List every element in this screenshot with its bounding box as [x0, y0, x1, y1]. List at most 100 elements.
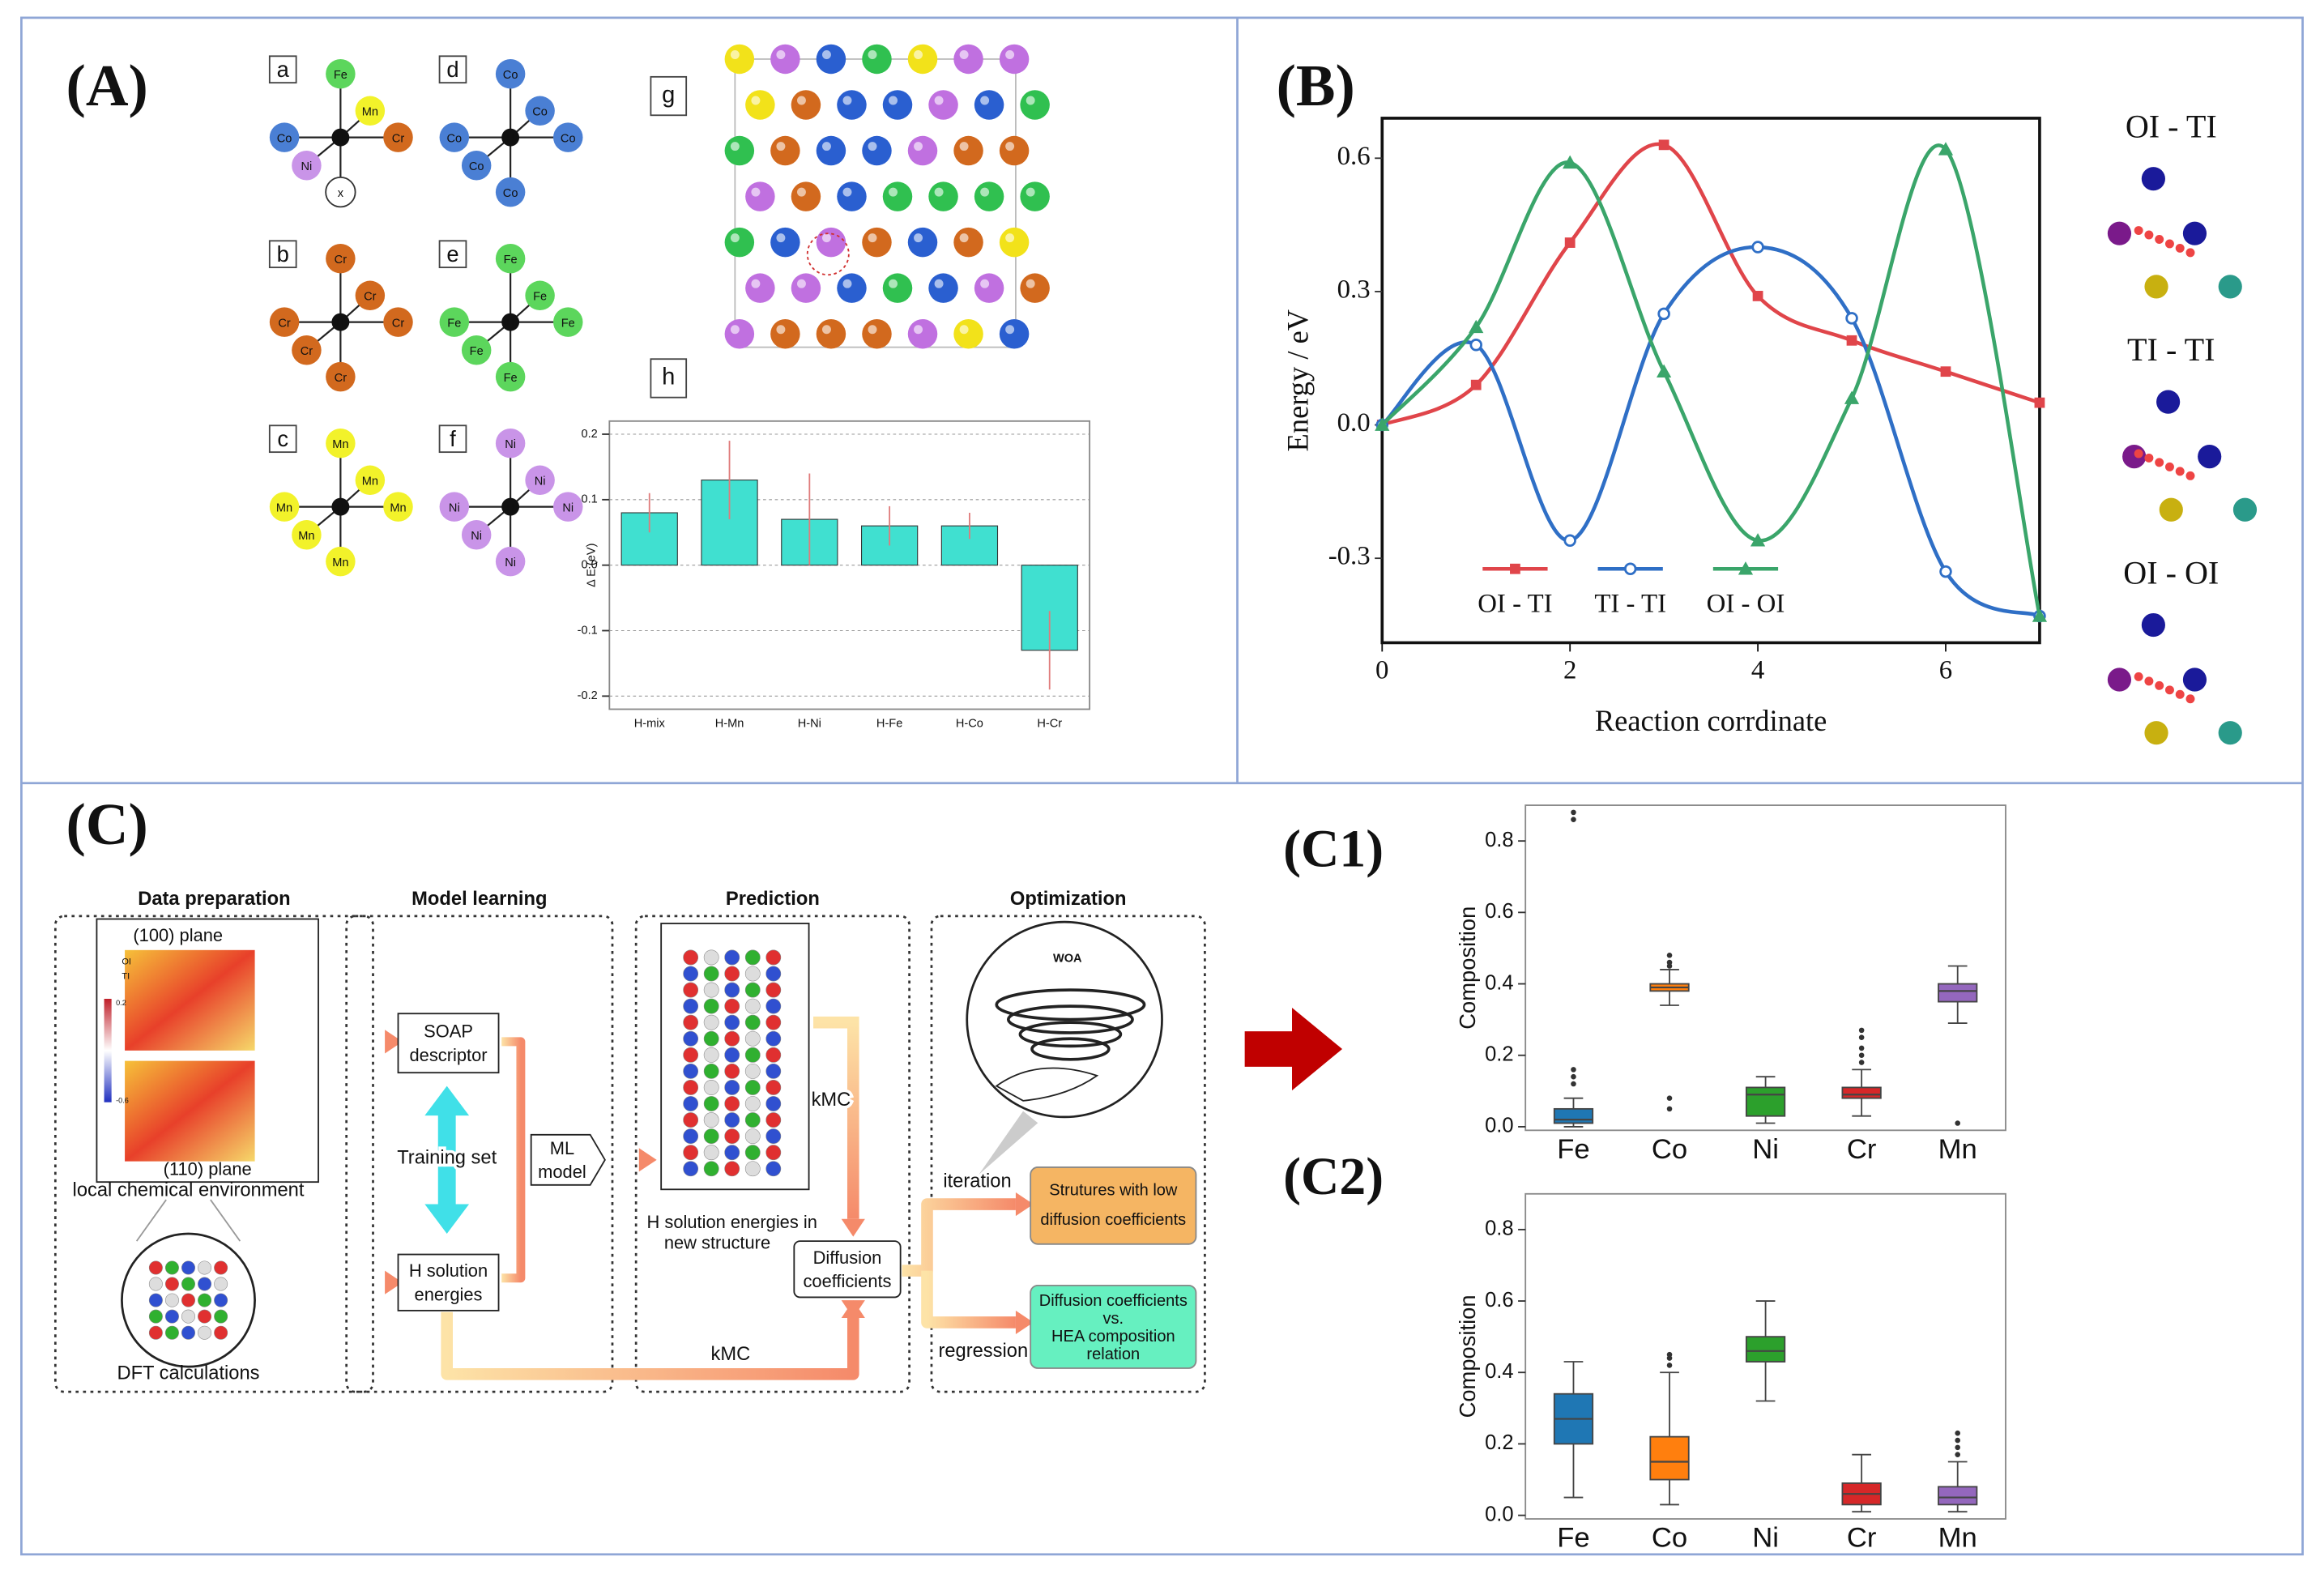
stage-box: [634, 915, 910, 1393]
atom-highlight: [889, 187, 898, 197]
atom: [724, 949, 740, 966]
crystal-atom: [862, 318, 892, 349]
spiral: [1018, 1021, 1123, 1048]
x-tick-label: 6: [1939, 655, 1952, 685]
plot-frame: [1524, 1192, 2006, 1520]
outlier: [1571, 817, 1576, 822]
atom: [2182, 667, 2207, 692]
outlier: [1955, 1430, 1960, 1436]
x-tick-label: H-Ni: [798, 718, 821, 731]
atom: [703, 1014, 719, 1030]
atom: [683, 1096, 699, 1111]
dft-atom: [148, 1277, 163, 1291]
crystal-atom: [724, 135, 755, 166]
atom: [744, 1145, 761, 1161]
atom-highlight: [934, 279, 944, 288]
atom-highlight: [980, 279, 990, 288]
atom: [765, 998, 782, 1014]
atom: [765, 1047, 782, 1063]
marker: [1938, 142, 1954, 156]
atom-highlight: [730, 50, 740, 59]
atom: [2141, 612, 2165, 638]
atom-highlight: [776, 325, 786, 335]
atom: [553, 307, 583, 337]
y-tick-label: 0.4: [1485, 1360, 1513, 1383]
dft-atom: [181, 1293, 195, 1307]
box-text: Diffusion: [813, 1247, 882, 1268]
atom: [683, 982, 699, 998]
atom: [683, 1063, 699, 1079]
atom: [744, 982, 761, 998]
atom: [683, 1161, 699, 1177]
crystal-atom: [999, 44, 1030, 75]
atom-label: Fe: [447, 317, 461, 330]
marker: [1752, 291, 1763, 301]
h-atom: [331, 313, 350, 331]
atom: [2159, 497, 2183, 522]
atom: [744, 1047, 761, 1063]
whale: [995, 1067, 1099, 1102]
structure-letter: e: [446, 241, 458, 267]
caption: iteration: [943, 1171, 1011, 1192]
arrow-head: [841, 1218, 865, 1237]
atom: [461, 520, 492, 550]
atom-label: Ni: [505, 438, 516, 451]
y-tick-label: 0.8: [1485, 1218, 1513, 1240]
h-path: [2164, 239, 2174, 249]
atom: [724, 1080, 740, 1095]
outlier: [1858, 1034, 1865, 1040]
x-tick-label: Fe: [1557, 1134, 1589, 1165]
x-tick-label: H-mix: [634, 718, 666, 731]
atom-label: Mn: [332, 438, 348, 451]
h-path: [2155, 680, 2164, 690]
caption: local chemical environment: [73, 1179, 305, 1201]
atom-highlight: [751, 187, 761, 197]
h-path: [2144, 676, 2154, 686]
dft-atom: [148, 1260, 163, 1275]
marker: [1844, 390, 1860, 404]
marker: [1940, 366, 1951, 377]
plot-frame: [1380, 117, 2041, 645]
x-tick-label: Cr: [1847, 1134, 1877, 1165]
atom: [703, 982, 719, 998]
atom: [2107, 667, 2132, 692]
atom: [326, 58, 356, 89]
h-site: [806, 232, 850, 276]
atom-label: Co: [446, 132, 462, 145]
atom: [2232, 497, 2258, 522]
outlier: [1666, 1363, 1673, 1368]
atom: [765, 1112, 782, 1128]
atom: [355, 96, 386, 126]
h-path: [2155, 458, 2164, 467]
atom: [724, 1112, 740, 1128]
marker: [1750, 533, 1766, 547]
crystal-atom: [907, 318, 938, 349]
stage-box: [930, 915, 1206, 1393]
h-path: [2175, 243, 2185, 253]
atom: [495, 428, 526, 458]
crystal-atom: [770, 227, 800, 258]
dft-atom: [214, 1309, 228, 1324]
dft-atom: [214, 1260, 228, 1275]
atom-highlight: [1005, 142, 1015, 151]
atom: [495, 546, 526, 577]
atom: [525, 280, 555, 311]
box: [1745, 1336, 1786, 1363]
x-tick-label: 2: [1563, 655, 1576, 685]
atom-label: Mn: [332, 557, 348, 569]
legend-marker: [1738, 561, 1754, 575]
atom: [744, 1112, 761, 1128]
atom-highlight: [730, 233, 740, 243]
atom: [495, 361, 526, 392]
process-box: [397, 1013, 500, 1074]
h-path: [2155, 235, 2164, 244]
h-path: [2144, 230, 2154, 240]
atom: [2198, 445, 2222, 469]
atom-label: Fe: [504, 254, 518, 267]
atom: [703, 1128, 719, 1145]
unit-cell: [734, 58, 1017, 348]
marker: [1563, 534, 1576, 547]
atom: [744, 1063, 761, 1079]
x-tick-label: 0: [1375, 655, 1388, 685]
box-text: vs.: [1102, 1310, 1124, 1328]
